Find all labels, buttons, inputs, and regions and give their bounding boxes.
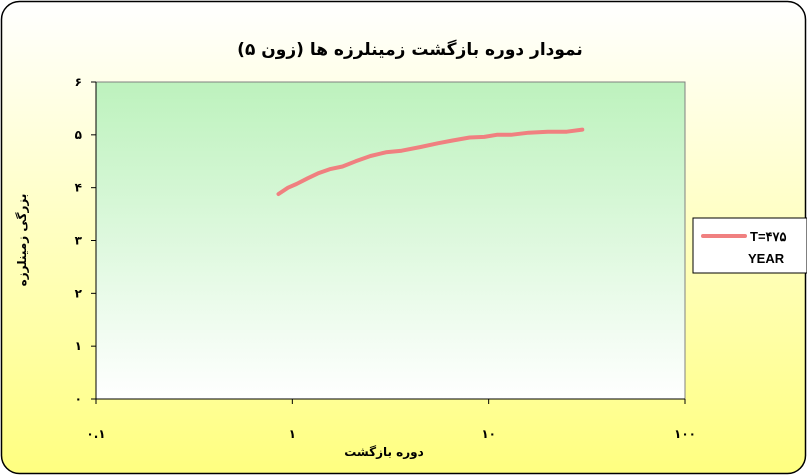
x-tick-label: ۰.۱ [86,427,105,441]
y-tick-label: ۶ [75,75,82,89]
y-axis-label: بزرگی زمینلرزه [15,194,29,287]
y-axis-ticks: ۰ ۱ ۲ ۳ ۴ ۵ ۶ [75,75,96,406]
x-axis-label: دوره بازگشت [344,445,424,460]
y-tick-label: ۴ [75,181,82,195]
legend-label-year: YEAR [748,251,785,266]
series-layer [276,127,585,196]
x-tick-label: ۱ [289,427,296,441]
series-line-0 [276,127,585,196]
x-tick-label: ۱۰۰ [674,427,696,441]
y-tick-label: ۰ [75,392,82,406]
y-tick-label: ۱ [75,339,82,353]
legend-label-t475: T=۴۷۵ [750,229,786,244]
legend: T=۴۷۵ YEAR [692,217,807,274]
y-tick-label: ۵ [75,128,82,142]
chart-title: نمودار دوره بازگشت زمینلرزه ها (زون ۵) [237,39,583,60]
plot-area [95,81,686,400]
y-tick-label: ۳ [75,234,83,248]
x-axis-ticks: ۰.۱ ۱ ۱۰ ۱۰۰ [86,399,696,441]
y-tick-label: ۲ [75,286,83,300]
legend-box [692,217,807,274]
x-tick-label: ۱۰ [481,427,496,441]
